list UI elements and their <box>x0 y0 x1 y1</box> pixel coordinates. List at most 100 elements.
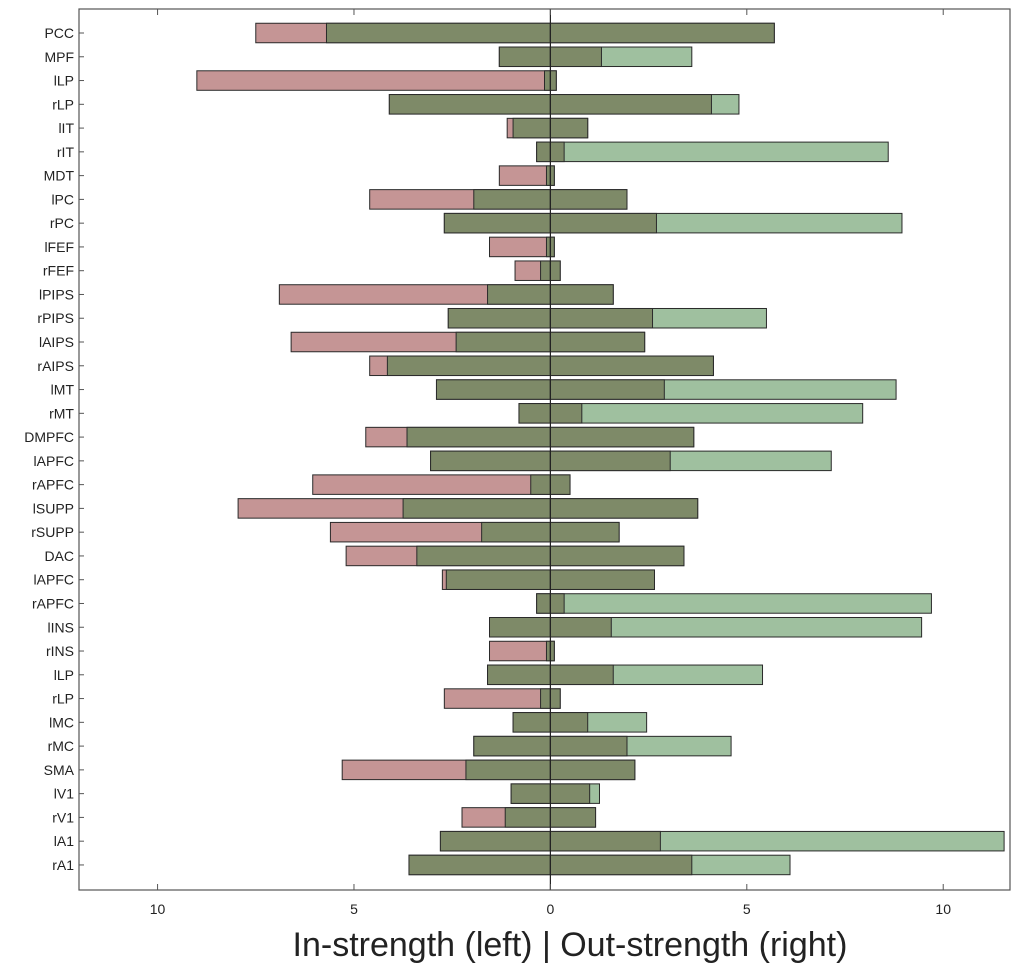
overlap-bar-left <box>325 22 551 44</box>
overlap-bar-right <box>549 664 614 686</box>
x-tick-label: 10 <box>935 901 951 917</box>
overlap-bar-left <box>416 545 551 567</box>
overlap-bar-left <box>512 712 551 733</box>
overlap-bar-right <box>549 141 565 163</box>
overlap-bar-right <box>549 569 655 590</box>
overlap-bar-right <box>549 117 589 139</box>
overlap-bar-right <box>549 212 657 234</box>
category-label: lSUPP <box>33 500 74 516</box>
category-label: DMPFC <box>24 429 74 445</box>
overlap-bar-left <box>489 617 551 638</box>
category-label: MPF <box>44 49 74 65</box>
category-label: lAIPS <box>39 334 74 350</box>
in-strength-bar <box>443 688 551 709</box>
overlap-bar-right <box>549 260 561 281</box>
overlap-bar-right <box>549 189 628 210</box>
out-strength-bar <box>549 403 864 424</box>
overlap-bar-left <box>455 331 551 353</box>
out-strength-bar <box>549 141 889 163</box>
in-strength-bar <box>489 236 551 258</box>
overlap-bar-right <box>549 379 665 400</box>
overlap-bar-right <box>549 593 565 614</box>
category-label: rAIPS <box>37 358 74 374</box>
overlap-bar-left <box>518 403 551 424</box>
category-label: rPIPS <box>37 310 74 326</box>
category-label: lIT <box>58 120 74 136</box>
category-label: rIT <box>57 144 75 160</box>
overlap-bar-left <box>536 593 551 614</box>
category-label: rMT <box>49 405 74 421</box>
overlap-bar-left <box>530 474 551 495</box>
plot-frame <box>78 8 1011 891</box>
overlap-bar-left <box>435 379 551 400</box>
category-label: lFEF <box>44 239 74 255</box>
overlap-bar-right <box>549 94 712 115</box>
out-strength-bar <box>549 593 932 614</box>
overlap-bar-right <box>549 284 614 305</box>
overlap-bar-right <box>549 498 699 519</box>
overlap-bar-right <box>549 854 693 876</box>
category-label: rFEF <box>43 263 74 279</box>
overlap-bar-right <box>549 355 714 377</box>
overlap-bar-right <box>549 450 671 472</box>
category-label: lAPFC <box>34 572 74 588</box>
category-label: rINS <box>46 643 74 659</box>
in-strength-bar <box>196 70 551 91</box>
category-label: rMC <box>48 738 74 754</box>
category-label: rLP <box>52 691 74 707</box>
overlap-bar-left <box>510 783 551 804</box>
category-label: rA1 <box>52 857 74 873</box>
category-label: lLP <box>54 73 74 89</box>
category-label: lMC <box>49 714 74 730</box>
x-tick-label: 5 <box>350 901 358 917</box>
category-label: lLP <box>54 667 74 683</box>
category-label: rV1 <box>52 809 74 825</box>
category-label: rSUPP <box>31 524 74 540</box>
overlap-bar-right <box>549 830 661 852</box>
overlap-bar-right <box>549 783 591 804</box>
overlap-bar-left <box>408 854 551 876</box>
overlap-bar-left <box>388 94 551 115</box>
overlap-bar-left <box>487 664 551 686</box>
category-labels: PCC MPF lLP rLP lIT rIT MDT lPC rPC lFEF rFEF lPIPS… <box>24 25 84 873</box>
category-label: rAPFC <box>32 477 74 493</box>
overlap-bar-left <box>544 70 551 91</box>
overlap-bar-left <box>465 759 551 781</box>
in-strength-bar <box>312 474 551 495</box>
overlap-bar-left <box>536 141 551 163</box>
overlap-bar-right <box>549 712 589 733</box>
x-tick-label: 10 <box>150 901 166 917</box>
bars-group <box>196 22 1005 876</box>
x-tick-label: 0 <box>546 901 554 917</box>
in-strength-bar <box>498 165 551 186</box>
category-label: lV1 <box>54 786 74 802</box>
category-label: lAPFC <box>34 453 74 469</box>
category-label: lINS <box>48 619 74 635</box>
overlap-bar-left <box>386 355 551 377</box>
category-label: lA1 <box>54 833 74 849</box>
x-ticks: 10 5 0 5 10 <box>150 9 951 917</box>
overlap-bar-left <box>540 688 551 709</box>
category-label: lMT <box>51 382 75 398</box>
x-axis-title: In-strength (left) | Out-strength (right… <box>293 926 848 964</box>
overlap-bar-right <box>549 521 620 543</box>
category-label: PCC <box>44 25 74 41</box>
in-strength-bar <box>489 640 551 662</box>
overlap-bar-left <box>443 212 551 234</box>
overlap-bar-right <box>549 474 571 495</box>
overlap-bar-left <box>540 260 551 281</box>
overlap-bar-right <box>549 403 583 424</box>
overlap-bar-right <box>549 617 612 638</box>
overlap-bar-left <box>504 807 551 828</box>
overlap-bar-right <box>549 545 685 567</box>
overlap-bar-left <box>439 830 551 852</box>
category-label: DAC <box>44 548 74 564</box>
category-label: rPC <box>50 215 74 231</box>
overlap-bar-left <box>512 117 551 139</box>
category-label: lPC <box>51 191 74 207</box>
overlap-bar-left <box>473 189 551 210</box>
overlap-bar-right <box>549 426 695 448</box>
overlap-bar-right <box>549 688 561 709</box>
overlap-bar-right <box>549 331 646 353</box>
